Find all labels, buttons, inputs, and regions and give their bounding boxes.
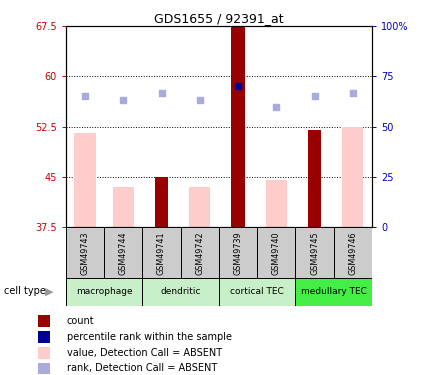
Bar	[266, 180, 287, 227]
Text: GSM49741: GSM49741	[157, 231, 166, 275]
Bar	[142, 278, 219, 306]
Bar	[231, 26, 245, 227]
Bar	[113, 187, 134, 227]
Point	[311, 93, 318, 99]
Bar	[189, 187, 210, 227]
Text: GSM49740: GSM49740	[272, 231, 281, 275]
Text: percentile rank within the sample: percentile rank within the sample	[67, 332, 232, 342]
Text: rank, Detection Call = ABSENT: rank, Detection Call = ABSENT	[67, 363, 217, 374]
Text: cortical TEC: cortical TEC	[230, 287, 284, 296]
Bar	[308, 130, 321, 227]
Bar	[181, 227, 219, 279]
Text: GSM49742: GSM49742	[195, 231, 204, 275]
Text: dendritic: dendritic	[160, 287, 201, 296]
Text: ▶: ▶	[45, 286, 53, 296]
Bar	[342, 127, 363, 227]
Text: medullary TEC: medullary TEC	[300, 287, 366, 296]
Text: macrophage: macrophage	[76, 287, 133, 296]
Bar	[37, 315, 50, 327]
Bar	[74, 133, 96, 227]
Bar	[257, 227, 295, 279]
Bar	[66, 227, 104, 279]
Point	[349, 90, 356, 96]
Bar	[37, 363, 50, 374]
Title: GDS1655 / 92391_at: GDS1655 / 92391_at	[154, 12, 284, 25]
Bar	[155, 177, 168, 227]
Text: GSM49744: GSM49744	[119, 231, 128, 275]
Bar	[66, 278, 142, 306]
Bar	[334, 227, 372, 279]
Text: GSM49746: GSM49746	[348, 231, 357, 275]
Bar	[295, 278, 372, 306]
Bar	[142, 227, 181, 279]
Point	[196, 97, 203, 103]
Point	[235, 84, 241, 90]
Bar	[219, 278, 295, 306]
Bar	[295, 227, 334, 279]
Text: cell type: cell type	[4, 286, 46, 296]
Point	[158, 90, 165, 96]
Point	[82, 93, 88, 99]
Bar	[219, 227, 257, 279]
Point	[120, 97, 127, 103]
Point	[273, 104, 280, 110]
Text: GSM49743: GSM49743	[80, 231, 90, 275]
Text: GSM49745: GSM49745	[310, 231, 319, 275]
Text: GSM49739: GSM49739	[233, 231, 243, 275]
Text: count: count	[67, 316, 94, 326]
Text: value, Detection Call = ABSENT: value, Detection Call = ABSENT	[67, 348, 222, 358]
Bar	[37, 347, 50, 358]
Bar	[37, 331, 50, 343]
Bar	[104, 227, 142, 279]
